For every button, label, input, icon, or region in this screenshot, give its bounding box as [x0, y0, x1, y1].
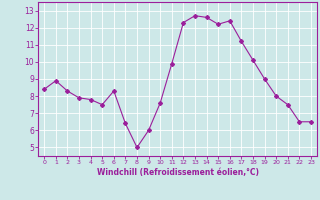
X-axis label: Windchill (Refroidissement éolien,°C): Windchill (Refroidissement éolien,°C) — [97, 168, 259, 177]
